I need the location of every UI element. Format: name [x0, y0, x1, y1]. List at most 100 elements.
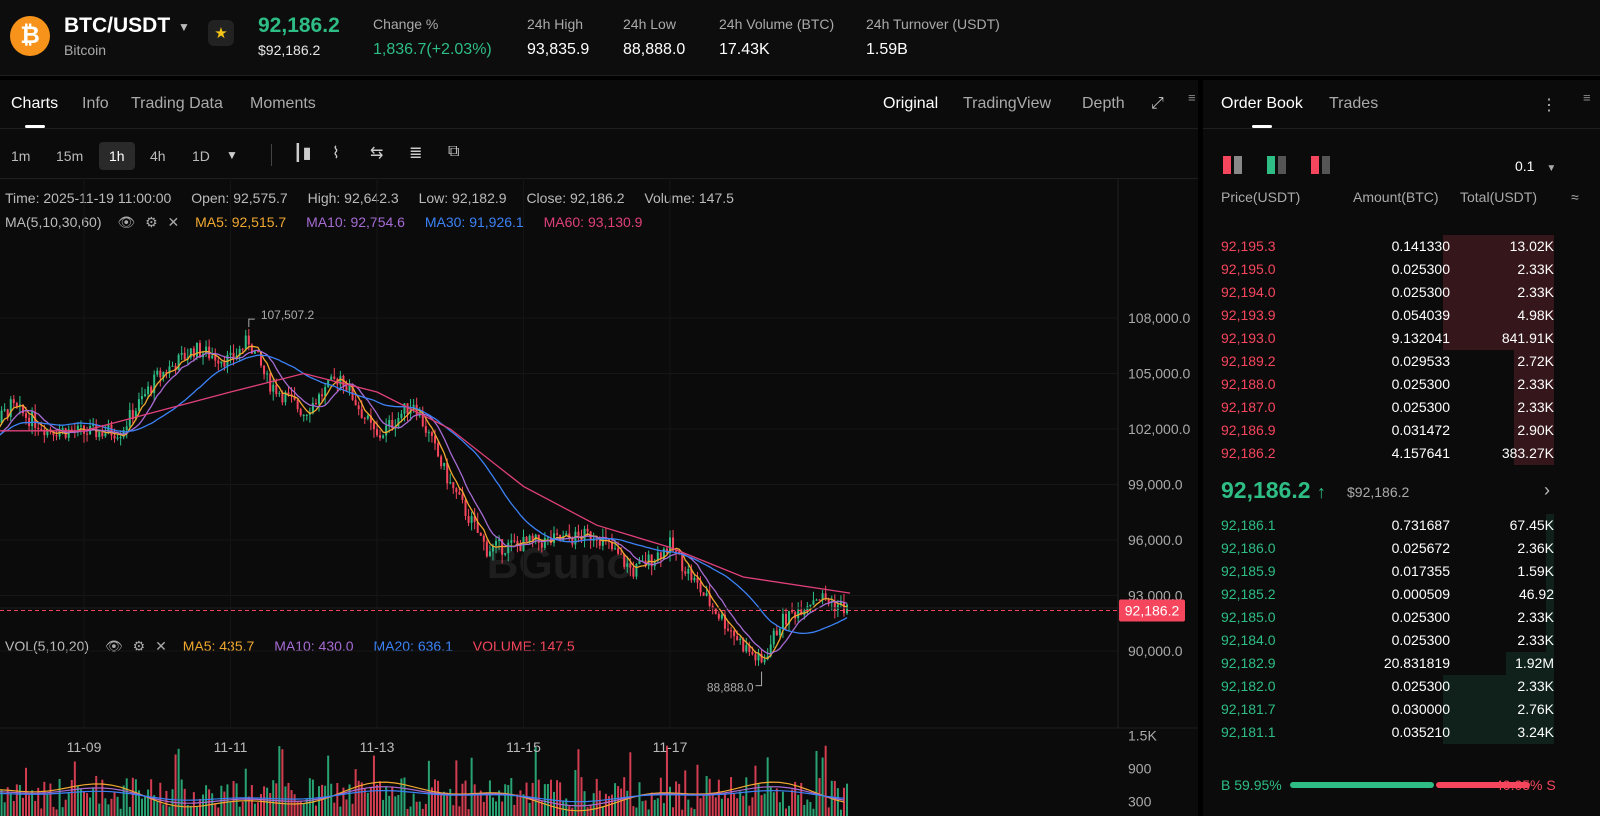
- candlestick-chart[interactable]: BGuno 108,000.0105,000.0102,000.099,000.…: [0, 178, 1198, 816]
- tab-trading-data[interactable]: Trading Data: [131, 95, 223, 112]
- row-total: 2.36K: [1517, 540, 1554, 556]
- stat-24h-turnover: 24h Turnover (USDT) 1.59B: [866, 16, 1000, 59]
- tab-trades[interactable]: Trades: [1329, 95, 1379, 112]
- candle-body: [220, 361, 223, 364]
- row-price: 92,186.2: [1221, 445, 1276, 461]
- candle-body: [632, 567, 635, 577]
- bid-row[interactable]: 92,181.1 0.035210 3.24K: [1203, 721, 1600, 744]
- bid-row[interactable]: 92,185.0 0.025300 2.33K: [1203, 606, 1600, 629]
- panel-menu-icon[interactable]: ≡: [1188, 90, 1196, 105]
- gear-icon[interactable]: ⚙: [132, 638, 146, 654]
- timeframe-dropdown-icon[interactable]: ▼: [226, 148, 238, 162]
- favorite-star-icon[interactable]: ★: [208, 20, 234, 46]
- timeframe-1h[interactable]: 1h: [99, 142, 135, 170]
- sort-icon[interactable]: ≈: [1571, 189, 1579, 205]
- vol-legend: VOL(5,10,20) 👁 ⚙ ✕ MA5: 435.7 MA10: 430.…: [5, 638, 591, 655]
- ask-row[interactable]: 92,188.0 0.025300 2.33K: [1203, 373, 1600, 396]
- volume-bar: [595, 778, 598, 816]
- tab-charts[interactable]: Charts: [11, 95, 59, 128]
- tab-order-book[interactable]: Order Book: [1221, 95, 1303, 128]
- bid-row[interactable]: 92,186.0 0.025672 2.36K: [1203, 537, 1600, 560]
- volume-bar: [159, 782, 162, 816]
- view-asks-icon[interactable]: [1311, 156, 1331, 174]
- volume-bar: [525, 782, 528, 816]
- candle-body: [40, 429, 43, 431]
- ask-row[interactable]: 92,187.0 0.025300 2.33K: [1203, 396, 1600, 419]
- ask-row[interactable]: 92,195.0 0.025300 2.33K: [1203, 258, 1600, 281]
- ask-row[interactable]: 92,193.0 9.132041 841.91K: [1203, 327, 1600, 350]
- ask-row[interactable]: 92,186.2 4.157641 383.27K: [1203, 442, 1600, 465]
- candle-body: [324, 387, 327, 397]
- eye-icon[interactable]: 👁: [104, 638, 123, 654]
- row-amount: 0.029533: [1391, 353, 1450, 369]
- view-tab-original[interactable]: Original: [883, 95, 939, 112]
- bid-row[interactable]: 92,182.0 0.025300 2.33K: [1203, 675, 1600, 698]
- bid-row[interactable]: 92,184.0 0.025300 2.33K: [1203, 629, 1600, 652]
- ask-row[interactable]: 92,186.9 0.031472 2.90K: [1203, 419, 1600, 442]
- row-total: 2.33K: [1517, 284, 1554, 300]
- candle-body: [464, 499, 467, 516]
- candle-body: [278, 393, 281, 395]
- precision-select[interactable]: 0.1 ▼: [1515, 158, 1556, 174]
- gear-icon[interactable]: ⚙: [145, 214, 158, 230]
- bid-row[interactable]: 92,185.2 0.000509 46.92: [1203, 583, 1600, 606]
- candle-body: [275, 384, 278, 395]
- panel-menu-icon[interactable]: ≡: [1583, 90, 1591, 105]
- candle-body: [147, 386, 150, 395]
- ask-row[interactable]: 92,189.2 0.029533 2.72K: [1203, 350, 1600, 373]
- drawing-tools-icon[interactable]: ≣: [409, 145, 423, 162]
- bid-row[interactable]: 92,182.9 20.831819 1.92M: [1203, 652, 1600, 675]
- volume-bar: [330, 783, 333, 816]
- candle-body: [513, 540, 516, 542]
- view-tab-depth[interactable]: Depth: [1082, 95, 1125, 112]
- orderbook-tabs: Order Book Trades ⋮ ≡: [1203, 80, 1600, 129]
- chevron-down-icon[interactable]: ▼: [178, 20, 190, 34]
- volume-bar: [498, 790, 501, 816]
- fullscreen-icon[interactable]: ⤢: [1151, 95, 1164, 112]
- candle-body: [6, 409, 9, 418]
- ask-row[interactable]: 92,195.3 0.141330 13.02K: [1203, 235, 1600, 258]
- ask-row[interactable]: 92,193.9 0.054039 4.98K: [1203, 304, 1600, 327]
- volume-bar: [366, 792, 369, 816]
- volume-bar: [116, 796, 119, 816]
- candle-body: [760, 653, 763, 663]
- candle-body: [440, 456, 443, 467]
- volume-bar: [681, 809, 684, 816]
- view-tab-tradingview[interactable]: TradingView: [963, 95, 1052, 112]
- close-icon[interactable]: ✕: [155, 638, 167, 654]
- candle-body: [43, 429, 46, 436]
- candle-body: [46, 429, 49, 436]
- bid-row[interactable]: 92,185.9 0.017355 1.59K: [1203, 560, 1600, 583]
- candle-body: [797, 609, 800, 619]
- candle-body: [659, 552, 662, 559]
- chevron-right-icon[interactable]: ›: [1544, 480, 1550, 500]
- settings-sliders-icon[interactable]: ⇆: [370, 145, 384, 162]
- bid-row[interactable]: 92,186.1 0.731687 67.45K: [1203, 514, 1600, 537]
- candle-body: [812, 600, 815, 605]
- candle-body: [458, 492, 461, 495]
- tab-info[interactable]: Info: [82, 95, 109, 112]
- view-bids-icon[interactable]: [1267, 156, 1287, 174]
- timeframe-4h[interactable]: 4h: [150, 148, 166, 164]
- eye-icon[interactable]: 👁: [117, 214, 136, 230]
- timeframe-15m[interactable]: 15m: [56, 148, 84, 164]
- more-options-icon[interactable]: ⋮: [1541, 97, 1557, 114]
- pair-selector[interactable]: BTC/USDT: [64, 14, 171, 37]
- bid-row[interactable]: 92,181.7 0.030000 2.76K: [1203, 698, 1600, 721]
- timeframe-1d[interactable]: 1D: [192, 148, 210, 164]
- candle-body: [443, 462, 446, 467]
- candle-body: [321, 394, 324, 397]
- tab-moments[interactable]: Moments: [250, 95, 316, 112]
- candle-body: [427, 432, 430, 434]
- ma5-value: MA5: 92,515.7: [195, 214, 287, 230]
- volume-bar: [18, 784, 21, 816]
- ask-row[interactable]: 92,194.0 0.025300 2.33K: [1203, 281, 1600, 304]
- indicators-icon[interactable]: ⌇: [332, 145, 340, 162]
- view-both-icon[interactable]: [1223, 156, 1243, 174]
- candle-body: [192, 348, 195, 357]
- close-icon[interactable]: ✕: [167, 214, 180, 230]
- candle-body: [665, 548, 668, 554]
- timeframe-1m[interactable]: 1m: [11, 148, 31, 164]
- layout-icon[interactable]: ⧉: [448, 143, 460, 160]
- candle-type-icon[interactable]: ┃▮: [293, 145, 312, 162]
